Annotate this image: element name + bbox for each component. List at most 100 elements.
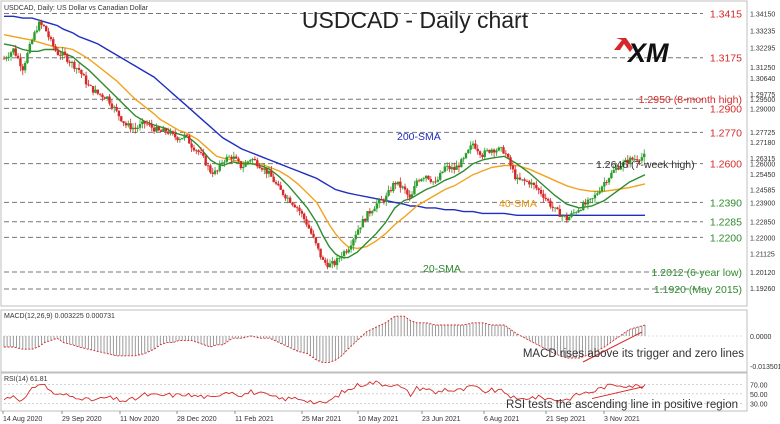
candle-body: [188, 135, 191, 144]
candle-body: [392, 182, 395, 192]
candle-body: [136, 127, 139, 129]
price-tick-label: 1.26000: [750, 162, 775, 169]
candle-body: [563, 215, 566, 217]
price-tick-label: 1.34150: [750, 12, 775, 19]
candle-body: [288, 197, 292, 203]
level-label: 1.2900: [710, 103, 742, 115]
candle-body: [98, 93, 102, 95]
candle-body: [474, 143, 477, 149]
candle-body: [385, 195, 388, 202]
candle-body: [565, 215, 569, 221]
candle-body: [331, 261, 334, 264]
candle-body: [380, 199, 383, 201]
candle-body: [54, 46, 57, 51]
candle-body: [438, 173, 442, 180]
candle-body: [335, 258, 339, 266]
rsi-panel-frame: [0, 372, 748, 412]
candle-body: [145, 123, 149, 125]
candle-body: [122, 121, 125, 124]
candle-body: [227, 156, 231, 158]
candle-body: [258, 166, 261, 169]
candle-body: [33, 32, 36, 40]
macd-plot: 0.0000 -0.013501: [3, 315, 780, 371]
price-candles: [2, 19, 646, 270]
candle-body: [314, 237, 318, 244]
candle-body: [596, 193, 599, 195]
candle-body: [349, 245, 353, 250]
candle-body: [612, 170, 615, 173]
candle-body: [213, 170, 217, 174]
level-label: 1.2390: [710, 197, 742, 209]
candle-body: [274, 182, 278, 184]
candle-body: [593, 194, 597, 199]
candle-body: [178, 139, 182, 141]
candle-body: [21, 66, 24, 71]
candle-body: [483, 150, 486, 157]
x-tick-label: 11 Nov 2020: [120, 416, 159, 423]
candle-body: [302, 213, 306, 220]
candle-body: [251, 158, 254, 161]
level-label: 1.2285: [710, 217, 742, 229]
candle-body: [305, 219, 308, 225]
candle-body: [617, 167, 620, 170]
candle-body: [485, 149, 489, 151]
candle-body: [120, 116, 123, 122]
candle-body: [73, 61, 76, 69]
candle-body: [7, 56, 10, 59]
x-axis: 14 Aug 2020 29 Sep 2020 11 Nov 2020 28 Dec …: [2, 411, 640, 423]
rsi-ascending-line: [591, 386, 644, 400]
candle-body: [138, 124, 142, 128]
candle-body: [211, 172, 214, 174]
level-label: 1.2600: [710, 159, 742, 171]
price-tick-label: 1.22850: [750, 220, 775, 227]
candle-body: [260, 168, 264, 170]
week-high-label: 1.2646 (7-week high): [596, 159, 695, 171]
candle-body: [633, 159, 637, 160]
candle-body: [497, 147, 501, 151]
candle-body: [298, 207, 301, 211]
candle-body: [600, 186, 604, 192]
candle-body: [310, 228, 313, 234]
candle-body: [443, 166, 447, 172]
candle-body: [185, 134, 189, 136]
candle-body: [429, 179, 433, 182]
candle-body: [370, 211, 374, 214]
candle-body: [263, 168, 266, 170]
macd-ascending-line: [582, 331, 643, 363]
candle-body: [237, 158, 240, 162]
candle-body: [359, 227, 362, 230]
x-tick-label: 25 Mar 2021: [302, 416, 341, 423]
candle-body: [26, 52, 29, 63]
candle-body: [249, 160, 252, 162]
candle-body: [234, 156, 238, 159]
candle-body: [575, 212, 578, 214]
rsi-line: [3, 380, 646, 405]
candle-body: [507, 153, 510, 158]
candle-body: [183, 134, 186, 139]
candle-body: [631, 157, 634, 160]
level-label: 1.2012 (6-year low): [652, 267, 742, 279]
candle-body: [199, 151, 203, 153]
candle-body: [206, 165, 210, 167]
candle-body: [105, 96, 109, 99]
candle-body: [523, 179, 526, 181]
candle-body: [30, 39, 34, 45]
sma200-label: 200-SMA: [397, 131, 441, 143]
candle-body: [427, 175, 430, 180]
price-tick-label: 1.30640: [750, 76, 775, 83]
candle-body: [134, 127, 137, 129]
price-tick-label: 1.29000: [750, 106, 775, 113]
candle-body: [469, 145, 472, 150]
rsi-plot: 70.00 50.00 30.00: [3, 380, 768, 408]
candle-body: [471, 143, 475, 146]
candle-body: [558, 208, 561, 217]
candle-body: [148, 124, 151, 125]
candle-body: [270, 170, 273, 177]
x-tick-label: 29 Sep 2020: [62, 416, 102, 423]
level-label: 1.3415: [710, 9, 742, 21]
price-tick-label: 1.29775: [750, 92, 775, 99]
candle-body: [242, 166, 245, 169]
candle-body: [124, 123, 128, 126]
candle-body: [225, 156, 228, 162]
